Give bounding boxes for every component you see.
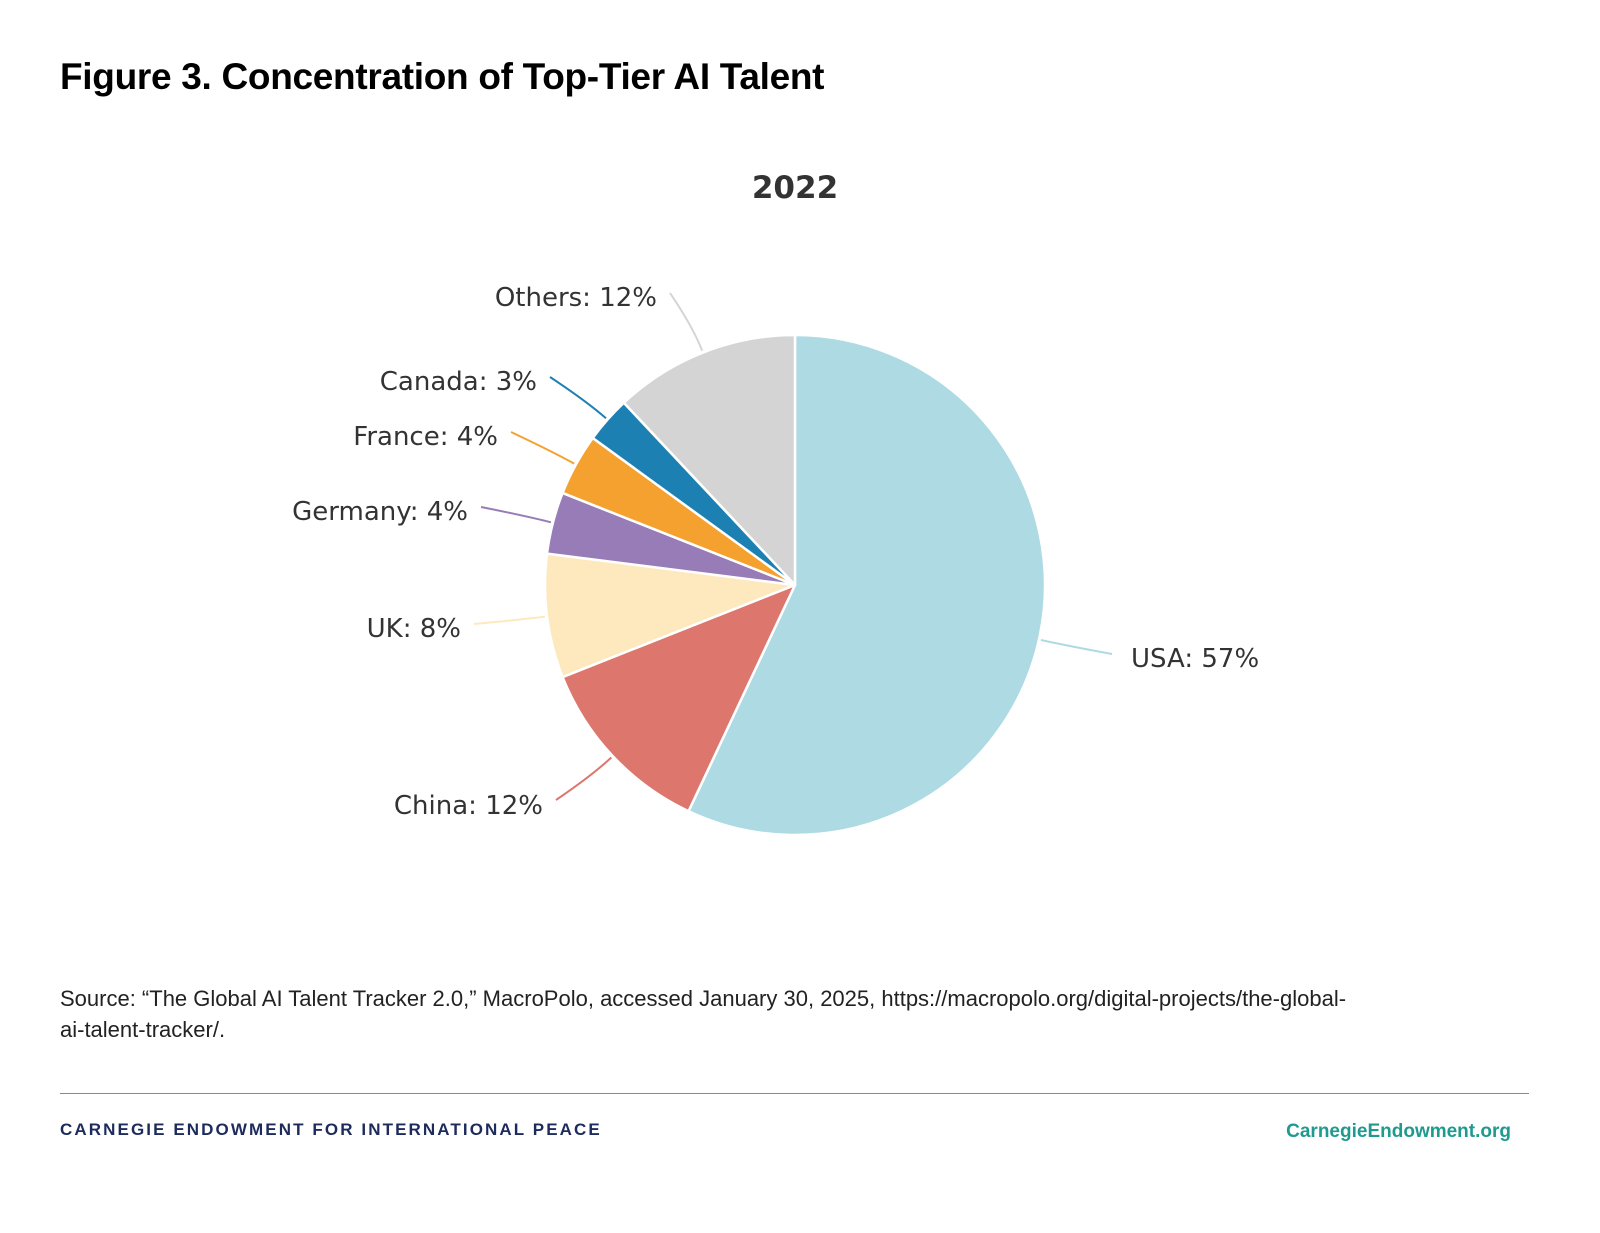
slice-label-uk: UK: 8% [367,614,461,644]
figure-title: Figure 3. Concentration of Top-Tier AI T… [60,56,825,97]
connector-china [555,756,612,801]
label-connectors [473,292,1113,801]
pie-slice-others [622,333,797,587]
connector-canada [549,376,607,420]
chart-title: 2022 [752,170,838,206]
pie-slice-usa [687,333,1047,837]
slice-label-china: China: 12% [394,791,543,821]
pie-slice-china [561,583,797,813]
slice-label-canada: Canada: 3% [380,367,537,397]
source-note: Source: “The Global AI Talent Tracker 2.… [60,986,1347,1042]
connector-usa [1040,639,1113,655]
connector-germany [480,506,552,524]
slice-labels: USA: 57% China: 12% UK: 8% Germany: 4% Franc… [292,283,1259,821]
pie-slice-uk [543,552,797,679]
pie-slices [543,333,1047,837]
slice-label-others: Others: 12% [495,283,657,313]
connector-france [510,431,575,465]
footer-divider [60,1093,1529,1094]
slice-label-germany: Germany: 4% [292,497,468,527]
slice-label-usa: USA: 57% [1131,644,1259,674]
connector-uk [473,615,546,625]
slice-label-france: France: 4% [353,422,498,452]
pie-chart: 2022 USA: 57% China: 12% UK: 8% Germany: 4%… [292,170,1259,837]
connector-others [669,292,704,352]
org-url-link[interactable]: CarnegieEndowment.org [1286,1121,1511,1142]
org-name: CARNEGIE ENDOWMENT FOR INTERNATIONAL PEA… [60,1120,602,1139]
